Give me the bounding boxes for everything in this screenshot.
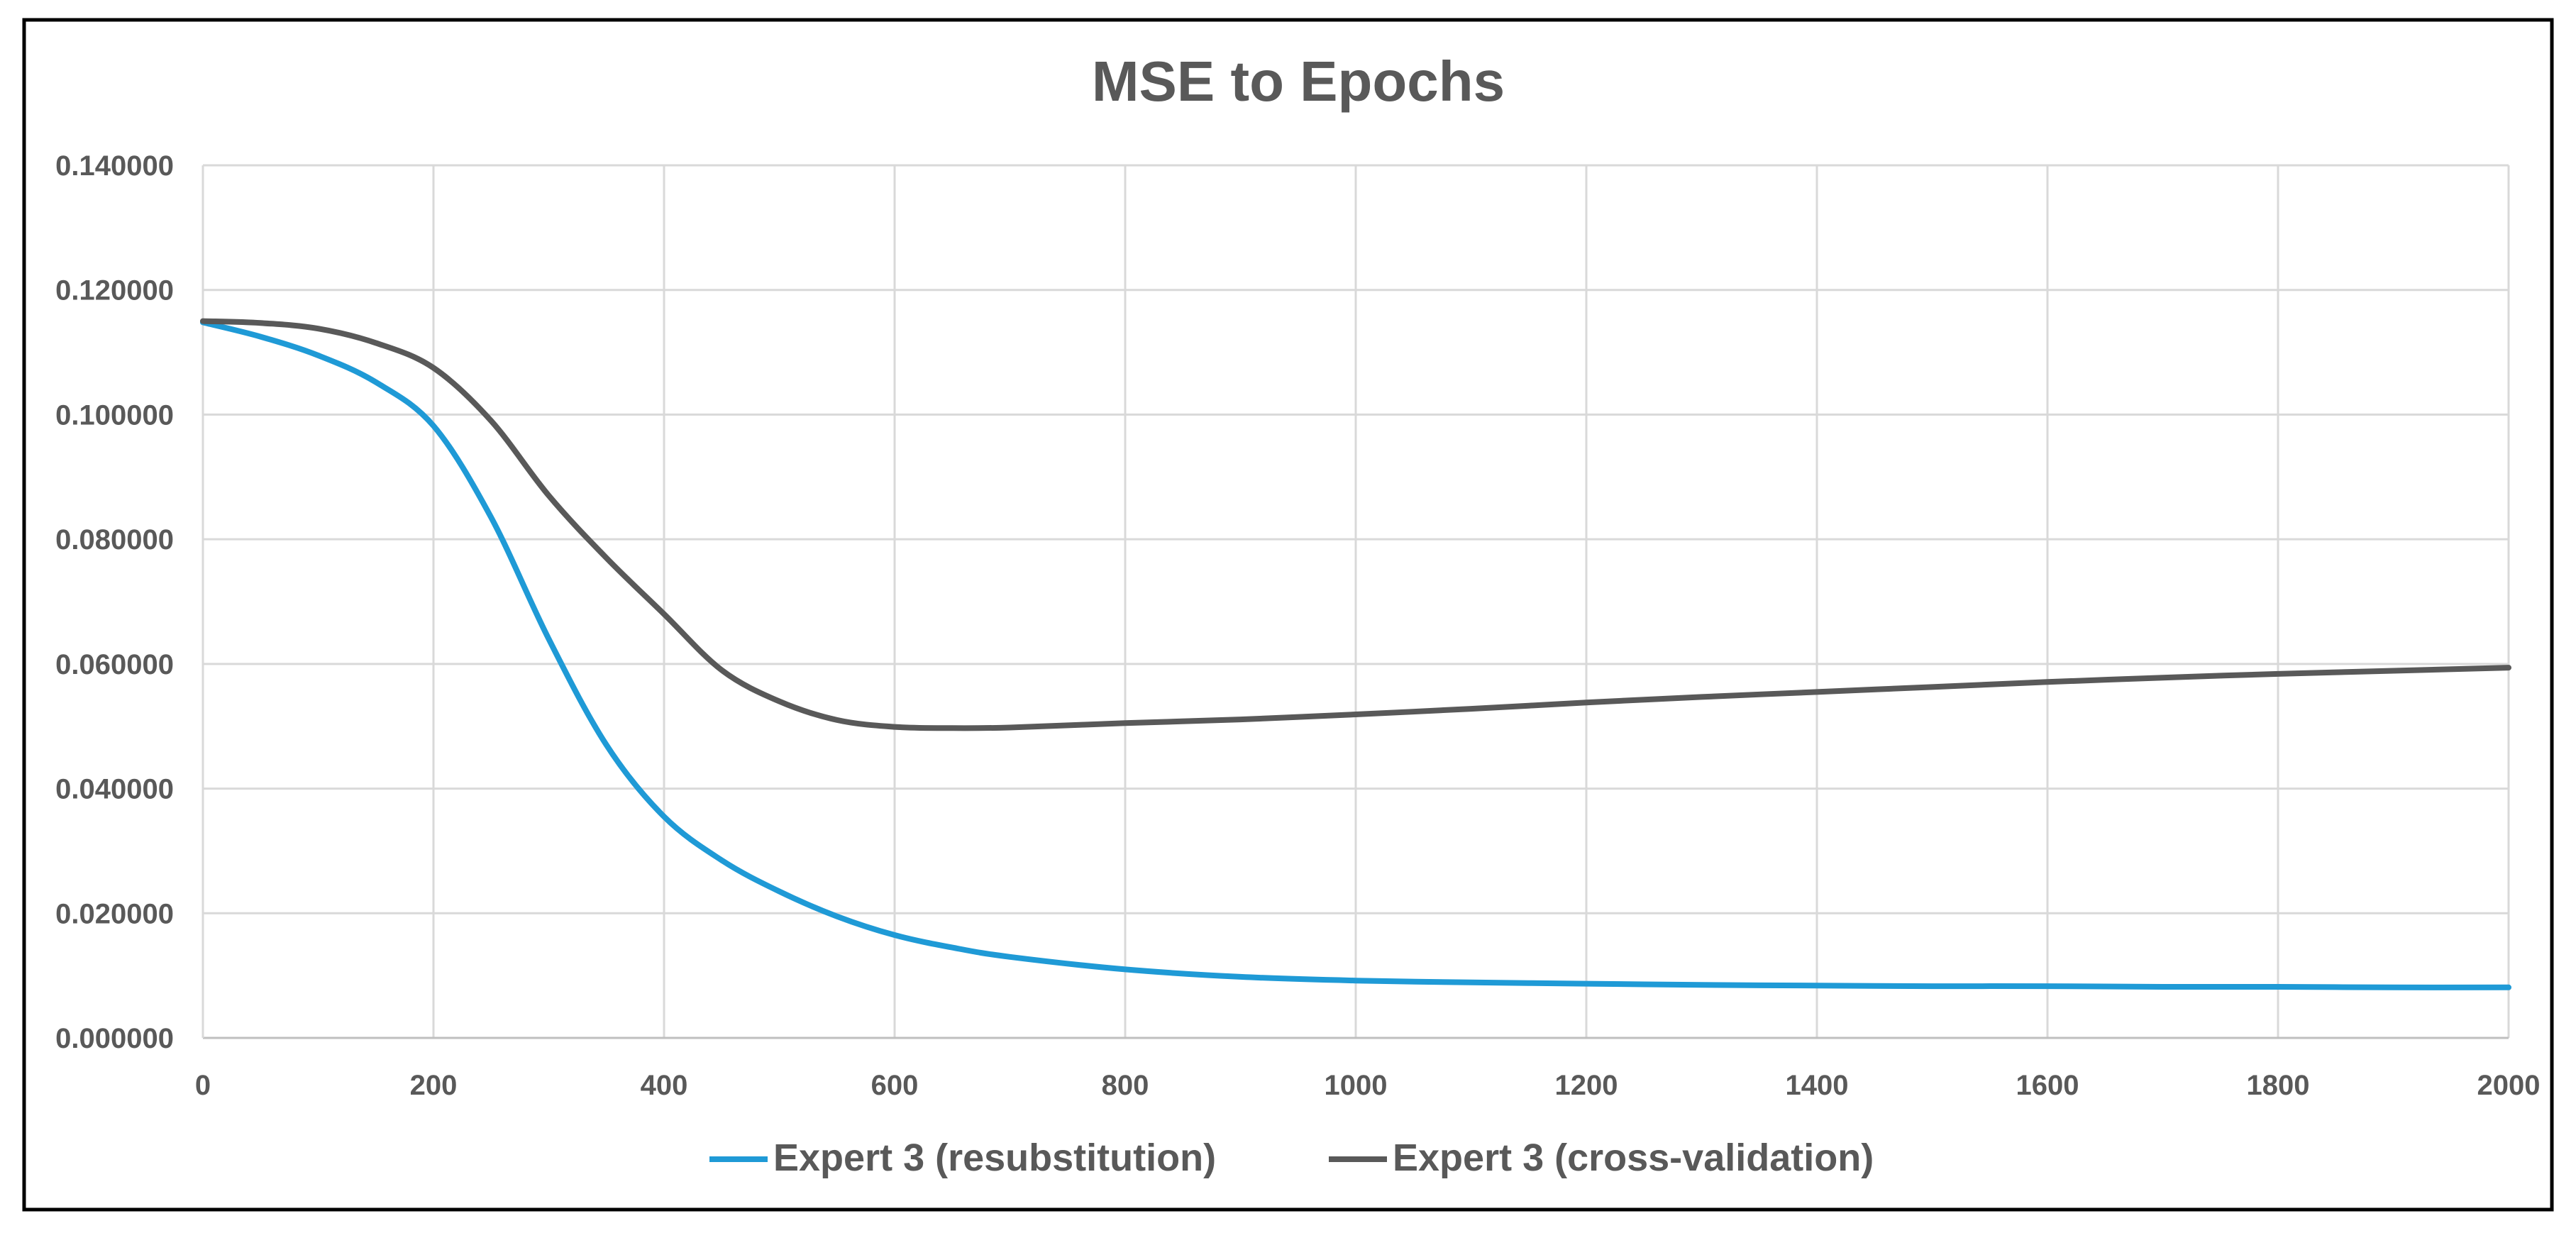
- chart-border: [22, 18, 2554, 1212]
- x-tick-label: 200: [410, 1070, 458, 1101]
- y-tick-label: 0.140000: [55, 150, 174, 182]
- axes: [201, 165, 2509, 1039]
- x-tick-label: 600: [871, 1070, 919, 1101]
- legend: Expert 3 (resubstitution) Expert 3 (cros…: [709, 1137, 1874, 1179]
- x-tick-label: 400: [641, 1070, 688, 1101]
- x-tick-label: 0: [195, 1070, 211, 1101]
- legend-label-cross-validation: Expert 3 (cross-validation): [1393, 1137, 1874, 1179]
- series-lines: [200, 318, 2511, 990]
- chart-title: MSE to Epochs: [1092, 50, 1505, 113]
- x-tick-label: 2000: [2477, 1070, 2541, 1101]
- x-tick-label: 1200: [1555, 1070, 1618, 1101]
- x-axis-tick-labels: 0 200 400 600 800 1000 1200 1400 1600 1800 2000: [195, 1070, 2541, 1101]
- y-tick-label: 0.020000: [55, 898, 174, 929]
- y-tick-label: 0.060000: [55, 649, 174, 680]
- y-tick-label: 0.080000: [55, 524, 174, 555]
- y-tick-label: 0.000000: [55, 1023, 174, 1054]
- x-tick-label: 1800: [2247, 1070, 2310, 1101]
- legend-label-resubstitution: Expert 3 (resubstitution): [773, 1137, 1216, 1179]
- x-tick-label: 1400: [1786, 1070, 1849, 1101]
- x-tick-label: 1600: [2016, 1070, 2079, 1101]
- y-tick-label: 0.100000: [55, 399, 174, 431]
- y-tick-label: 0.120000: [55, 275, 174, 306]
- x-tick-label: 800: [1102, 1070, 1149, 1101]
- series-line-resubstitution: [200, 319, 2511, 990]
- grid: [203, 164, 2510, 1038]
- y-axis-tick-labels: 0.000000 0.020000 0.040000 0.060000 0.080000…: [55, 150, 174, 1054]
- series-line-cross-validation: [200, 318, 2511, 731]
- x-tick-label: 1000: [1325, 1070, 1388, 1101]
- y-tick-label: 0.040000: [55, 774, 174, 805]
